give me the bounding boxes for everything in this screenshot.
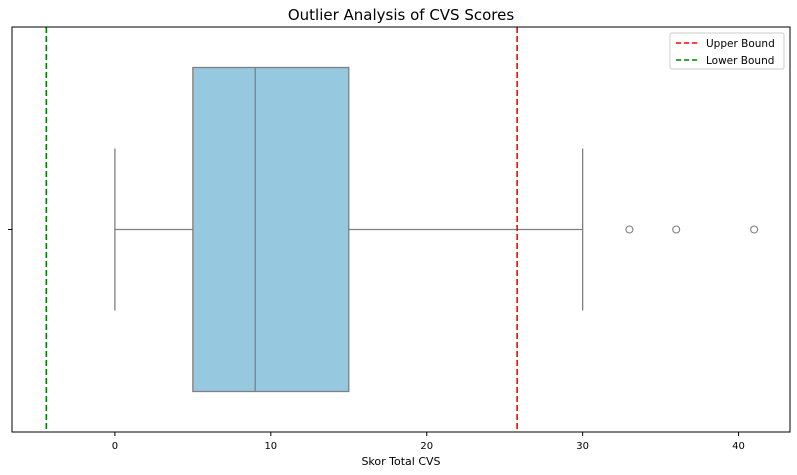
legend-frame xyxy=(669,32,785,70)
plot-area xyxy=(8,27,759,432)
x-tick-label: 0 xyxy=(112,441,118,452)
chart-title: Outlier Analysis of CVS Scores xyxy=(288,6,515,24)
x-tick-label: 20 xyxy=(420,441,433,452)
outlier-point xyxy=(625,225,634,234)
x-tick-label: 10 xyxy=(264,441,277,452)
outlier-point xyxy=(750,225,759,234)
x-tick-label: 40 xyxy=(732,441,745,452)
x-axis-ticks: 0 10 20 30 40 xyxy=(112,432,745,452)
outlier-point xyxy=(672,225,681,234)
x-tick-label: 30 xyxy=(576,441,589,452)
legend-entry-label: Upper Bound xyxy=(706,38,775,50)
x-axis-label: Skor Total CVS xyxy=(361,455,440,468)
iqr-box xyxy=(192,66,350,393)
plot-frame xyxy=(11,26,791,433)
legend: Upper Bound Lower Bound xyxy=(669,32,785,70)
legend-entry-label: Lower Bound xyxy=(706,55,774,67)
